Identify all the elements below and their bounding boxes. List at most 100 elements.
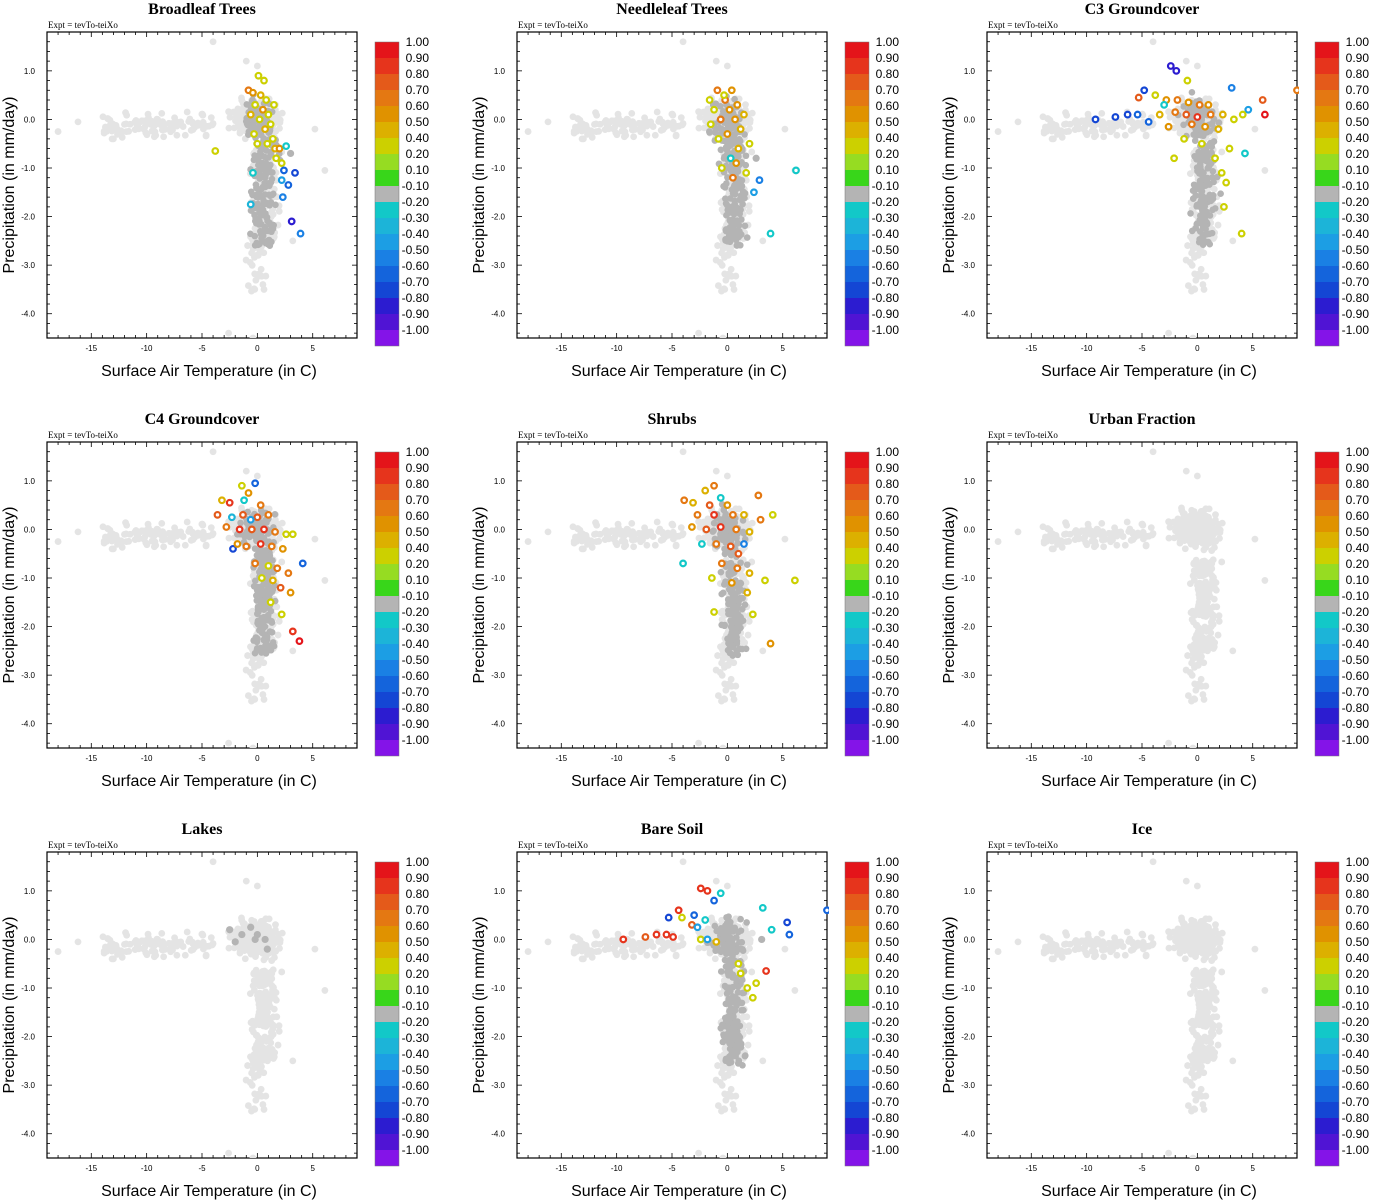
data-point	[225, 498, 234, 507]
background-point	[253, 472, 261, 480]
data-point	[1111, 113, 1120, 121]
neutral-point	[272, 201, 279, 209]
data-point	[251, 479, 260, 488]
y-tick-label: -3.0	[961, 261, 975, 270]
background-point	[618, 537, 626, 545]
background-point	[994, 128, 1002, 135]
neutral-point	[724, 238, 732, 245]
background-point	[208, 121, 216, 129]
points-layer	[994, 38, 1299, 338]
colorbar-swatch	[375, 122, 399, 138]
background-point	[106, 526, 114, 534]
x-tick-label: 5	[310, 344, 315, 353]
background-point	[249, 744, 257, 748]
background-point	[723, 62, 731, 70]
background-point	[1117, 118, 1125, 126]
background-point	[580, 135, 587, 143]
data-point	[1237, 229, 1246, 238]
colorbar-swatch	[1315, 250, 1339, 266]
background-point	[260, 696, 268, 703]
background-point	[198, 520, 206, 528]
background-point	[1046, 116, 1054, 124]
data-point	[264, 110, 273, 119]
data-point	[288, 530, 297, 539]
background-point	[1214, 221, 1222, 229]
data-point	[1225, 144, 1234, 153]
background-point	[707, 115, 715, 123]
colorbar-swatch	[375, 282, 399, 298]
colorbar-label: -0.80	[402, 291, 430, 305]
colorbar-swatch	[1315, 154, 1339, 170]
data-point	[713, 86, 722, 95]
background-point	[110, 135, 117, 143]
data-point	[1227, 83, 1236, 92]
colorbar-label: -0.80	[402, 701, 430, 715]
background-point	[169, 126, 176, 134]
colorbar-swatch	[845, 234, 869, 250]
panel-c3-groundcover: C3 Groundcover Expt = tevTo-teiXo -15 -10 -5…	[941, 1, 1369, 380]
background-point	[719, 334, 727, 338]
background-point	[1188, 261, 1196, 269]
background-point	[273, 603, 281, 611]
colorbar-swatch	[375, 644, 399, 660]
background-point	[237, 115, 245, 123]
colorbar-label: 0.50	[406, 525, 430, 539]
neutral-point	[741, 222, 749, 230]
x-tick-label: -5	[668, 754, 676, 763]
colorbar-label: -0.20	[402, 195, 430, 209]
colorbar-swatch	[845, 314, 869, 330]
background-point	[275, 111, 283, 118]
background-point	[578, 124, 586, 132]
data-point	[264, 561, 273, 570]
colorbar-swatch	[845, 58, 869, 74]
colorbar-label: -0.40	[872, 227, 900, 241]
y-axis-label: Precipitation (in mm/day)	[471, 97, 488, 274]
x-axis-label: Surface Air Temperature (in C)	[1041, 363, 1257, 380]
neutral-point	[268, 175, 276, 183]
background-point	[225, 124, 233, 132]
data-point	[736, 125, 745, 134]
background-point	[311, 535, 319, 543]
neutral-point	[1196, 180, 1204, 187]
colorbar-label: 1.00	[406, 445, 430, 459]
colorbar-swatch	[1315, 298, 1339, 314]
colorbar-swatch	[375, 186, 399, 202]
data-point	[275, 144, 284, 153]
data-point	[750, 188, 758, 197]
data-point	[1183, 76, 1192, 85]
background-point	[135, 529, 143, 536]
neutral-point	[1204, 174, 1211, 182]
colorbar-label: -0.40	[402, 637, 430, 651]
data-point	[262, 96, 271, 104]
panel-title: Shrubs	[648, 411, 697, 428]
background-point	[1100, 133, 1108, 141]
data-point	[717, 164, 726, 172]
background-point	[612, 129, 620, 137]
x-tick-label: 0	[1195, 344, 1200, 353]
colorbar-label: -0.50	[1342, 243, 1370, 257]
colorbar-swatch	[375, 564, 399, 580]
y-tick-label: 1.0	[24, 67, 36, 76]
colorbar-label: -0.90	[402, 307, 430, 321]
background-point	[1088, 127, 1096, 135]
colorbar-swatch	[375, 452, 399, 468]
background-point	[1172, 117, 1179, 125]
background-point	[651, 541, 659, 549]
y-tick-label: -2.0	[21, 213, 35, 222]
data-point	[295, 637, 304, 646]
data-point	[267, 542, 276, 551]
data-point	[266, 120, 275, 129]
background-point	[122, 109, 129, 117]
colorbar-label: 0.80	[876, 67, 900, 81]
background-point	[742, 101, 749, 109]
colorbar-swatch	[375, 42, 399, 58]
background-point	[198, 110, 206, 118]
x-tick-label: -10	[141, 344, 153, 353]
background-point	[159, 123, 167, 131]
colorbar-label: 0.80	[1346, 67, 1370, 81]
colorbar-swatch	[845, 154, 869, 170]
neutral-point	[1201, 203, 1209, 210]
background-point	[242, 57, 250, 65]
background-point	[247, 643, 254, 651]
background-point	[126, 120, 134, 128]
